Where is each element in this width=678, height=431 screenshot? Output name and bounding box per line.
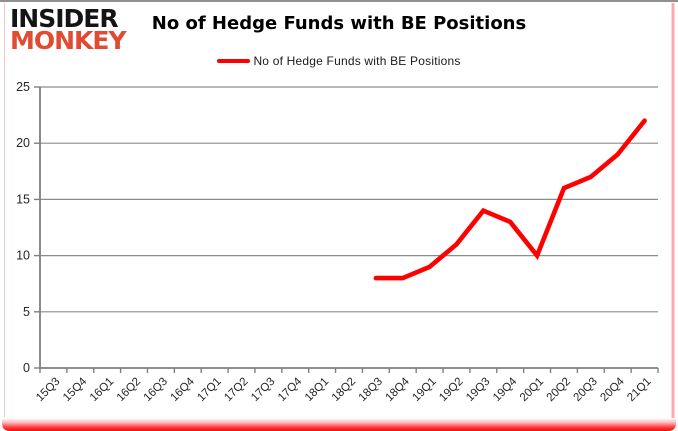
x-axis-label: 20Q3 xyxy=(572,376,600,404)
logo-monkey: MONKEY xyxy=(10,26,127,55)
x-axis-label: 16Q1 xyxy=(88,376,116,404)
x-axis-label: 15Q4 xyxy=(61,375,90,404)
x-axis-label: 20Q2 xyxy=(545,376,573,404)
chart-title: No of Hedge Funds with BE Positions xyxy=(151,13,527,34)
y-axis-label: 5 xyxy=(23,305,30,319)
x-axis-label: 19Q3 xyxy=(464,376,492,404)
y-axis-label: 0 xyxy=(23,361,30,375)
y-axis-label: 25 xyxy=(16,80,30,94)
x-axis-label: 16Q4 xyxy=(169,375,198,404)
legend-label: No of Hedge Funds with BE Positions xyxy=(253,54,461,68)
chart-legend: No of Hedge Funds with BE Positions xyxy=(0,54,678,68)
x-axis-label: 19Q2 xyxy=(437,376,465,404)
y-axis-label: 10 xyxy=(16,249,30,263)
y-axis-label: 20 xyxy=(16,136,30,150)
x-axis-label: 18Q3 xyxy=(357,376,385,404)
x-axis-label: 18Q1 xyxy=(303,376,331,404)
x-axis-label: 18Q2 xyxy=(330,376,358,404)
x-axis-label: 16Q3 xyxy=(142,376,170,404)
x-axis-label: 17Q2 xyxy=(222,376,250,404)
x-axis-label: 21Q1 xyxy=(625,376,653,404)
x-axis-label: 17Q1 xyxy=(195,376,223,404)
x-axis-label: 19Q4 xyxy=(491,375,520,404)
x-axis-label: 16Q2 xyxy=(115,376,143,404)
x-axis-label: 17Q4 xyxy=(276,375,305,404)
logo-insider: INSIDER xyxy=(10,4,119,33)
data-line xyxy=(373,118,647,281)
x-axis-label: 17Q3 xyxy=(249,376,277,404)
card-border-left xyxy=(4,3,5,417)
x-axis-label: 20Q1 xyxy=(518,376,546,404)
x-axis-label: 19Q1 xyxy=(410,376,438,404)
card-border-right xyxy=(671,3,675,418)
x-axis-label: 18Q4 xyxy=(383,375,412,404)
x-axis-label: 20Q4 xyxy=(598,375,627,404)
legend-line-swatch xyxy=(217,59,251,63)
card-border-bottom-glow xyxy=(2,418,676,431)
card-border-top xyxy=(0,0,678,2)
x-axis-label: 15Q3 xyxy=(34,376,62,404)
insider-monkey-logo: INSIDER MONKEY xyxy=(10,4,127,55)
y-axis-label: 15 xyxy=(16,192,30,206)
